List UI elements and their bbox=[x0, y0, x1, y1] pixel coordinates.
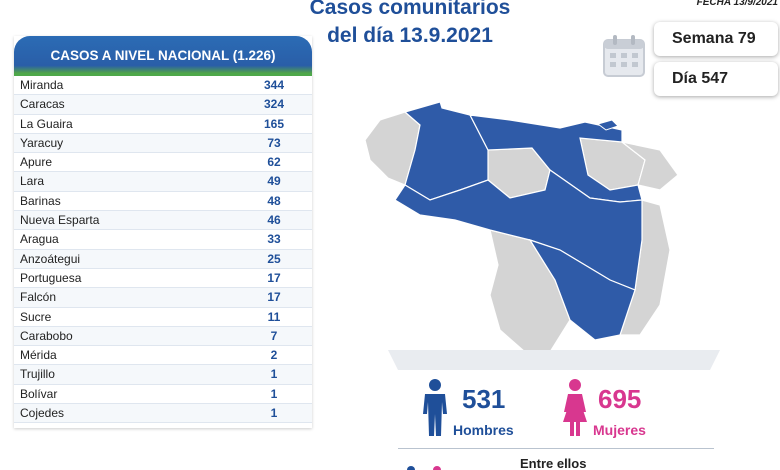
table-row: Sucre 11 bbox=[14, 307, 312, 327]
map-region-llanos bbox=[394, 169, 643, 291]
state-name: Cojedes bbox=[20, 406, 65, 421]
table-row: Mérida 2 bbox=[14, 346, 312, 366]
table-body: Miranda 344 Caracas 324 La Guaira 165 Yaracuy 7… bbox=[14, 76, 312, 424]
woman-icon bbox=[563, 379, 587, 436]
state-name: La Guaira bbox=[20, 116, 73, 131]
date-label: FECHA 13/9/2021 bbox=[696, 0, 778, 8]
case-count: 324 bbox=[263, 97, 285, 112]
title-line-2: del día 13.9.2021 bbox=[327, 24, 493, 47]
case-count: 1 bbox=[270, 386, 278, 401]
state-name: Bolívar bbox=[20, 386, 58, 401]
case-count: 46 bbox=[267, 213, 281, 228]
case-count: 1 bbox=[270, 406, 278, 421]
state-name: Barinas bbox=[20, 193, 61, 208]
state-name: Nueva Esparta bbox=[20, 213, 100, 228]
state-name: Yaracuy bbox=[20, 135, 64, 150]
case-count: 165 bbox=[263, 116, 285, 131]
state-name: Carabobo bbox=[20, 328, 73, 343]
man-icon bbox=[423, 379, 447, 436]
table-row: Carabobo 7 bbox=[14, 326, 312, 347]
case-count: 33 bbox=[267, 232, 281, 247]
table-row: Portuguesa 17 bbox=[14, 268, 312, 289]
table-row: Apure 62 bbox=[14, 153, 312, 173]
stats-divider bbox=[398, 448, 714, 449]
between-label: Entre ellos bbox=[520, 456, 587, 470]
case-count: 49 bbox=[267, 174, 281, 189]
title-line-1: Casos comunitarios bbox=[309, 0, 511, 19]
gender-stats bbox=[394, 370, 714, 470]
state-name: Mérida bbox=[20, 348, 57, 363]
table-row: Lara 49 bbox=[14, 172, 312, 192]
page-title: Casos comunitarios del día 13.9.2021 bbox=[260, 0, 560, 50]
map-region-delta bbox=[621, 141, 679, 191]
people-icons bbox=[407, 466, 441, 470]
case-count: 344 bbox=[263, 78, 285, 92]
state-name: Sucre bbox=[20, 309, 52, 324]
case-count: 25 bbox=[267, 251, 281, 266]
state-name: Falcón bbox=[20, 290, 57, 305]
state-name: Miranda bbox=[20, 78, 64, 92]
case-count: 62 bbox=[267, 155, 281, 170]
venezuela-map bbox=[364, 94, 679, 353]
state-name: Portuguesa bbox=[20, 270, 82, 285]
women-label: Mujeres bbox=[593, 422, 646, 438]
stats-pedestal bbox=[388, 350, 720, 370]
state-name: Lara bbox=[20, 174, 45, 189]
cases-table: CASOS A NIVEL NACIONAL (1.226) Miranda 34… bbox=[14, 36, 312, 428]
table-row: Caracas 324 bbox=[14, 95, 312, 115]
table-row: Barinas 48 bbox=[14, 191, 312, 212]
men-label: Hombres bbox=[453, 422, 514, 438]
state-name: Anzoátegui bbox=[20, 251, 81, 266]
table-row: Yaracuy 73 bbox=[14, 133, 312, 154]
table-row: Trujillo 1 bbox=[14, 365, 312, 385]
men-count: 531 bbox=[462, 384, 506, 414]
table-row: La Guaira 165 bbox=[14, 114, 312, 134]
table-row: Miranda 344 bbox=[14, 76, 312, 96]
case-count: 7 bbox=[270, 328, 278, 343]
state-name: Caracas bbox=[20, 97, 65, 112]
case-count: 17 bbox=[267, 270, 281, 285]
week-badge: Semana 79 bbox=[654, 22, 778, 56]
map-region-bolivar bbox=[528, 238, 636, 341]
case-count: 17 bbox=[267, 290, 281, 305]
state-name: Trujillo bbox=[20, 367, 55, 382]
case-count: 11 bbox=[267, 309, 281, 324]
women-count: 695 bbox=[598, 384, 642, 414]
table-row: Falcón 17 bbox=[14, 288, 312, 308]
map-region-north-central bbox=[468, 114, 643, 203]
day-badge: Día 547 bbox=[654, 62, 778, 96]
table-row: Anzoátegui 25 bbox=[14, 249, 312, 269]
table-row: Nueva Esparta 46 bbox=[14, 211, 312, 231]
case-count: 2 bbox=[270, 348, 278, 363]
table-row: Bolívar 1 bbox=[14, 384, 312, 405]
state-name: Aragua bbox=[20, 232, 59, 247]
table-row: Cojedes 1 bbox=[14, 404, 312, 424]
calendar-icon bbox=[603, 35, 645, 77]
table-row: Aragua 33 bbox=[14, 230, 312, 250]
case-count: 73 bbox=[267, 135, 281, 150]
map-island-margarita bbox=[596, 119, 619, 131]
case-count: 1 bbox=[270, 367, 278, 382]
table-title: CASOS A NIVEL NACIONAL (1.226) bbox=[14, 36, 312, 76]
state-name: Apure bbox=[20, 155, 53, 170]
case-count: 48 bbox=[267, 193, 281, 208]
